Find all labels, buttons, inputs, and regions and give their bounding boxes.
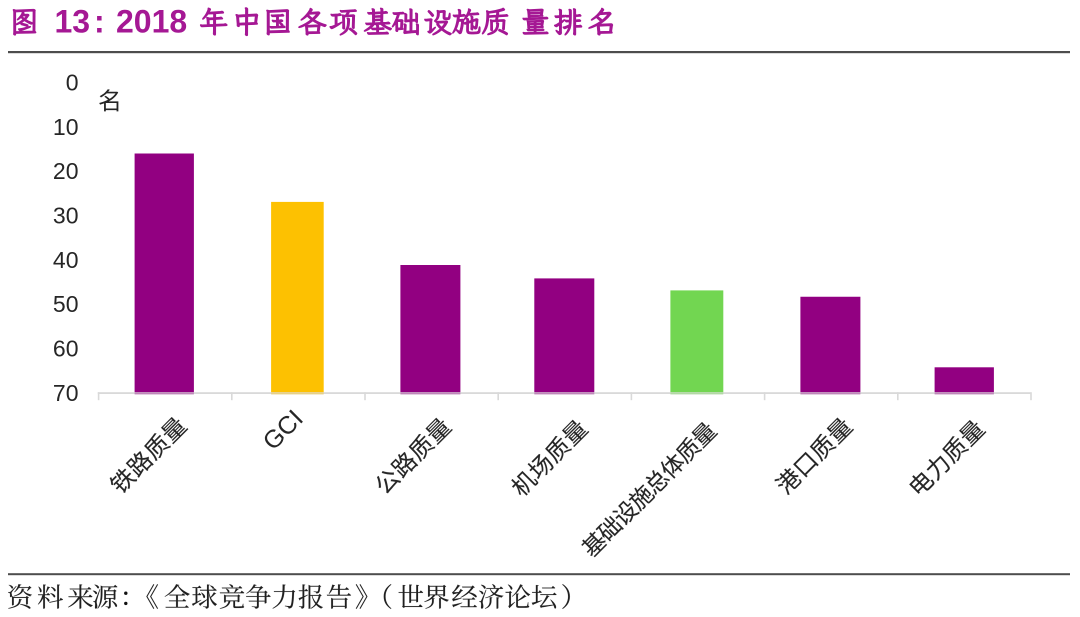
svg-text:70: 70 <box>53 380 79 406</box>
svg-text:0: 0 <box>66 69 79 95</box>
svg-text::: : <box>94 4 105 40</box>
svg-text:20: 20 <box>53 158 79 184</box>
svg-text:60: 60 <box>53 336 79 362</box>
svg-text:30: 30 <box>53 203 79 229</box>
svg-text:2018: 2018 <box>116 4 187 40</box>
svg-text:50: 50 <box>53 291 79 317</box>
svg-text:13: 13 <box>55 4 91 40</box>
svg-text:10: 10 <box>53 114 79 140</box>
svg-text:40: 40 <box>53 247 79 273</box>
